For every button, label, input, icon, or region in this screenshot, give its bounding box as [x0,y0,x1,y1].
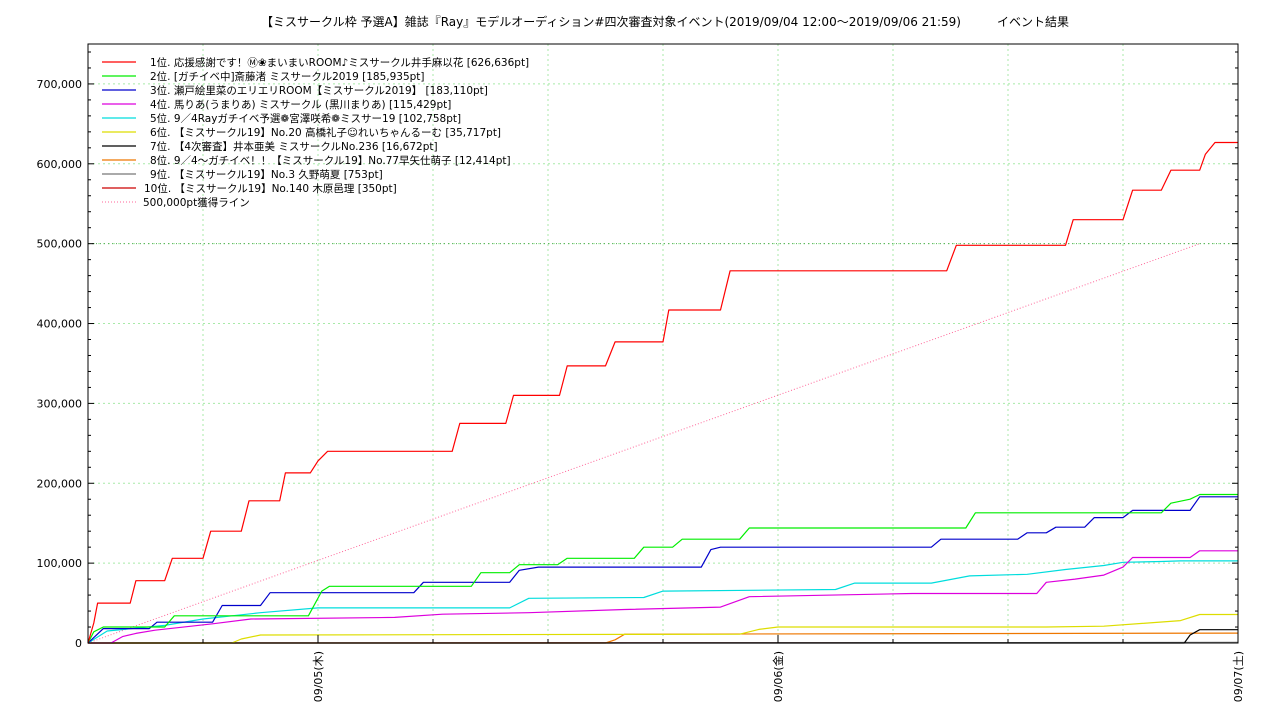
series-line [88,613,1238,644]
legend-entry: 1位. 応援感謝です！Ⓜ❀まいまいROOM♪ミスサークル井手麻以花 [626,6… [150,56,529,69]
series-line [87,493,1238,644]
legend-entry: 6位. 【ミスサークル19】No.20 高橋礼子☺れいちゃんるーむ [35,71… [150,126,501,139]
legend-entry: 5位. 9／4Rayガチイベ予選❁宮澤咲希❁ミスサー19 [102,758pt] [150,112,461,125]
series-line [87,243,1200,644]
legend-entry: 7位. 【4次審査】井本亜美 ミスサークルNo.236 [16,672pt] [150,140,438,153]
x-tick-label: 09/05(木) [312,651,325,702]
x-tick-label: 09/06(金) [771,651,785,702]
series-line [87,560,1238,644]
y-tick-label: 600,000 [37,158,83,171]
y-tick-label: 700,000 [37,78,83,91]
series-line [87,141,1238,644]
series-line [88,550,1238,644]
legend-entry: 8位. 9／4～ガチイベ！！【ミスサークル19】No.77早矢仕萌子 [12,4… [150,154,511,167]
legend-entry: 10位. 【ミスサークル19】No.140 木原邑理 [350pt] [144,182,397,195]
legend-entry: 2位. [ガチイベ中]斎藤渚 ミスサークル2019 [185,935pt] [150,70,425,83]
legend-entry: 500,000pt獲得ライン [143,196,250,209]
legend: 1位. 応援感謝です！Ⓜ❀まいまいROOM♪ミスサークル井手麻以花 [626,6… [102,56,529,209]
y-tick-label: 0 [75,637,82,650]
legend-entry: 4位. 馬りあ(うまりあ) ミスサークル (黒川まりあ) [115,429pt] [150,98,451,111]
legend-entry: 9位. 【ミスサークル19】No.3 久野萌夏 [753pt] [150,168,383,181]
y-tick-label: 500,000 [37,238,83,251]
y-tick-label: 300,000 [37,397,83,410]
tick-layer: 0 100,000 200,000 300,000 400,000 500,000 600,… [37,51,1245,702]
x-tick-label: 09/07(土) [1232,651,1245,702]
y-tick-label: 200,000 [37,477,83,490]
series-layer [87,141,1239,644]
y-tick-label: 100,000 [37,557,83,570]
series-line [87,496,1238,644]
chart-title: 【ミスサークル枠 予選A】雑誌『Ray』モデルオーディション#四次審査対象イベン… [261,15,1069,29]
y-tick-label: 400,000 [37,318,83,331]
legend-entry: 3位. 瀬戸絵里菜のエリエリROOM【ミスサークル2019】 [183,110p… [150,84,488,97]
